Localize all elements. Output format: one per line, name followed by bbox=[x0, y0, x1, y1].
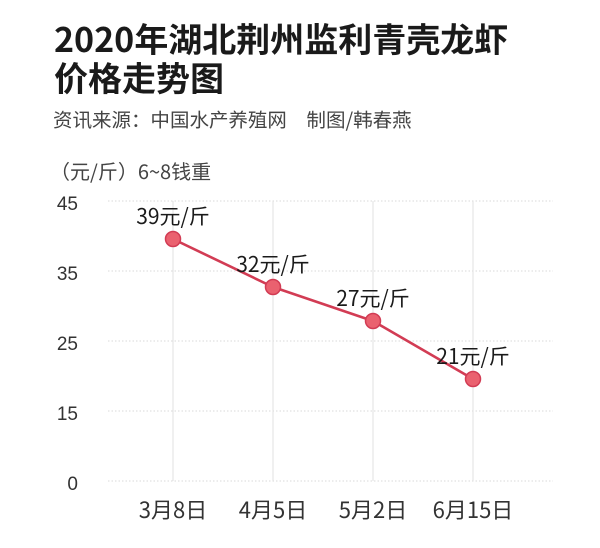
svg-text:6月15日: 6月15日 bbox=[433, 493, 514, 525]
svg-text:27元/斤: 27元/斤 bbox=[336, 283, 410, 313]
svg-text:25: 25 bbox=[57, 334, 78, 355]
svg-text:32元/斤: 32元/斤 bbox=[236, 249, 310, 279]
svg-text:3月8日: 3月8日 bbox=[139, 493, 207, 525]
svg-text:21元/斤: 21元/斤 bbox=[436, 341, 510, 371]
svg-text:35: 35 bbox=[57, 264, 78, 285]
svg-text:5月2日: 5月2日 bbox=[339, 493, 407, 525]
svg-text:0: 0 bbox=[67, 474, 78, 495]
svg-text:4月5日: 4月5日 bbox=[239, 493, 307, 525]
svg-text:39元/斤: 39元/斤 bbox=[136, 201, 210, 231]
svg-text:15: 15 bbox=[57, 404, 78, 425]
svg-text:45: 45 bbox=[57, 194, 78, 215]
